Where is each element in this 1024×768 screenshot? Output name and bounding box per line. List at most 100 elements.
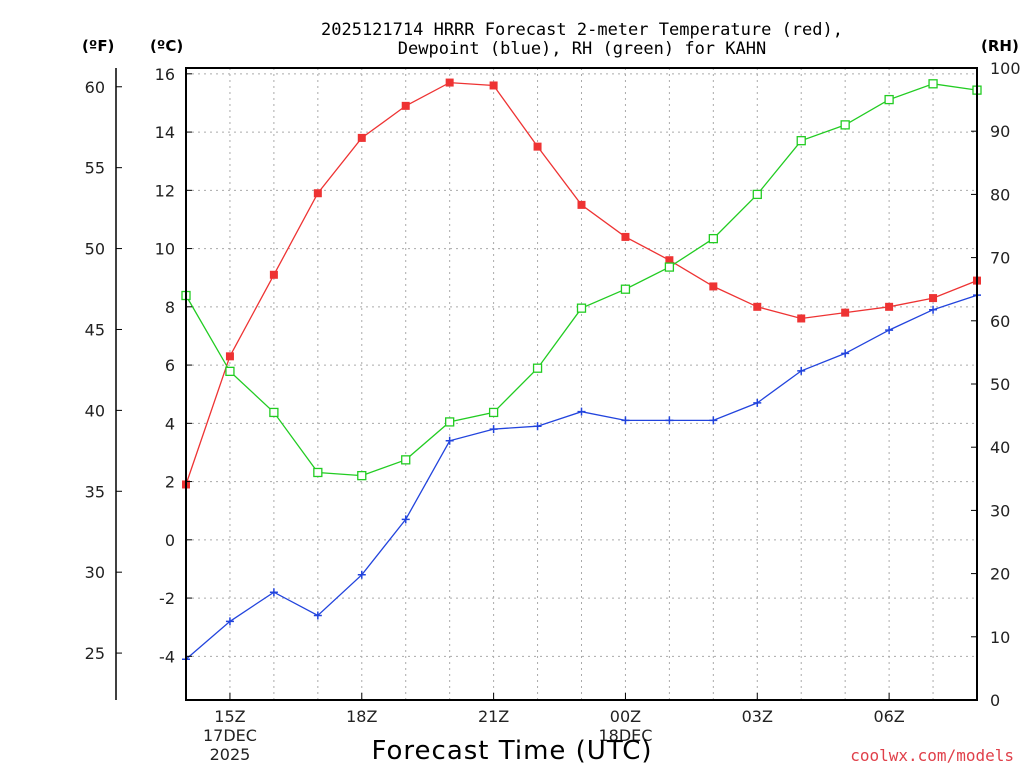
x-tick-label: 18DEC	[598, 726, 652, 745]
rh-point	[576, 303, 587, 313]
celsius-tick-label: 12	[155, 181, 175, 200]
dewpoint-point	[357, 570, 366, 579]
celsius-tick-label: 0	[165, 531, 175, 550]
2-meter-temperature-point	[753, 302, 762, 311]
2-meter-temperature-point	[225, 352, 234, 361]
rh-tick-label: 40	[990, 438, 1010, 457]
dewpoint-point	[489, 425, 498, 434]
x-tick-label: 06Z	[873, 707, 904, 726]
celsius-axis-label: (ºC)	[150, 37, 183, 55]
data-series	[181, 78, 982, 664]
fahrenheit-tick-label: 35	[85, 482, 105, 501]
rh-point	[752, 189, 762, 200]
2-meter-temperature-point	[885, 302, 894, 311]
x-tick-label: 21Z	[478, 707, 509, 726]
rh-tick-label: 80	[990, 185, 1010, 204]
dewpoint-point	[885, 326, 894, 335]
rh-tick-label: 30	[990, 501, 1010, 520]
rh-point	[884, 94, 894, 105]
2-meter-temperature-point	[357, 133, 366, 142]
rh-point	[269, 407, 279, 418]
2-meter-temperature-point	[709, 282, 718, 291]
celsius-tick-label: -2	[159, 589, 175, 608]
fahrenheit-tick-label: 60	[85, 78, 105, 97]
rh-tick-label: 10	[990, 628, 1010, 647]
2-meter-temperature-point	[489, 81, 498, 90]
2-meter-temperature-point	[797, 314, 806, 323]
fahrenheit-tick-label: 30	[85, 563, 105, 582]
x-tick-label: 00Z	[610, 707, 641, 726]
celsius-tick-label: -4	[159, 647, 175, 666]
dewpoint-point	[841, 349, 850, 358]
fahrenheit-tick-label: 45	[85, 320, 105, 339]
rh-tick-label: 50	[990, 375, 1010, 394]
2-meter-temperature-point	[533, 142, 542, 151]
fahrenheit-tick-label: 40	[85, 401, 105, 420]
dewpoint-point	[665, 416, 674, 425]
dewpoint-point	[929, 305, 938, 314]
rh-tick-label: 60	[990, 312, 1010, 331]
credit-text: coolwx.com/models	[850, 746, 1014, 765]
rh-point	[620, 284, 631, 294]
dewpoint-point	[621, 416, 630, 425]
2-meter-temperature-point	[621, 232, 630, 241]
x-tick-label: 15Z	[214, 707, 245, 726]
2-meter-temperature-point	[929, 294, 938, 303]
2-meter-temperature-point	[577, 200, 586, 209]
x-tick-label: 03Z	[742, 707, 773, 726]
2-meter-temperature-point	[841, 308, 850, 317]
celsius-tick-label: 10	[155, 240, 175, 259]
dewpoint-point	[269, 588, 278, 597]
rh-point	[488, 407, 499, 418]
2-meter-temperature-point	[665, 256, 674, 265]
celsius-tick-label: 16	[155, 65, 175, 84]
gridlines	[186, 68, 977, 700]
celsius-tick-label: 2	[165, 473, 175, 492]
rh-point	[313, 467, 323, 478]
fahrenheit-tick-label: 25	[85, 644, 105, 663]
dewpoint-point	[313, 611, 322, 620]
2-meter-temperature-point	[401, 101, 410, 110]
rh-point	[401, 455, 411, 465]
axes: -4 -2 0 2 4 6 8 10 12 14 16 25 30 35 40 45 50 55 60 0 10 20 30…	[85, 59, 1021, 764]
dewpoint-point	[797, 366, 806, 375]
2-meter-temperature-line	[185, 81, 978, 485]
dewpoint-point	[445, 436, 454, 445]
rh-tick-label: 0	[990, 691, 1000, 710]
x-axis-title: Forecast Time (UTC)	[371, 736, 652, 766]
x-tick-label: 2025	[210, 745, 251, 764]
rh-point	[708, 233, 718, 244]
fahrenheit-axis-label: (ºF)	[82, 37, 114, 55]
fahrenheit-tick-label: 55	[85, 159, 105, 178]
rh-point	[532, 363, 543, 373]
dewpoint-point	[753, 398, 762, 407]
2-meter-temperature-point	[313, 189, 322, 198]
rh-point	[357, 470, 367, 481]
celsius-tick-label: 14	[155, 123, 175, 142]
dewpoint-point	[225, 617, 234, 626]
rh-point	[445, 417, 455, 427]
dewpoint-point	[577, 407, 586, 416]
rh-point	[796, 136, 806, 146]
dewpoint-point	[709, 416, 718, 425]
2-meter-temperature-point	[445, 78, 454, 87]
rh-axis-label: (RH)	[981, 37, 1019, 55]
dewpoint-point	[401, 515, 410, 524]
chart-title-line-1: 2025121714 HRRR Forecast 2-meter Tempera…	[321, 20, 843, 40]
rh-point	[664, 262, 675, 272]
celsius-tick-label: 4	[165, 414, 175, 433]
rh-tick-label: 70	[990, 249, 1010, 268]
plot-frame	[185, 67, 978, 701]
chart-title-line-2: Dewpoint (blue), RH (green) for KAHN	[398, 39, 766, 59]
celsius-tick-label: 6	[165, 356, 175, 375]
rh-point	[225, 366, 235, 377]
rh-tick-label: 90	[990, 122, 1010, 141]
rh-point	[928, 79, 938, 89]
celsius-tick-label: 8	[165, 298, 175, 317]
2-meter-temperature-point	[269, 270, 278, 279]
rh-tick-label: 20	[990, 565, 1010, 584]
rh-tick-label: 100	[990, 59, 1021, 78]
rh-point	[840, 120, 850, 130]
x-tick-label: 17DEC	[203, 726, 257, 745]
